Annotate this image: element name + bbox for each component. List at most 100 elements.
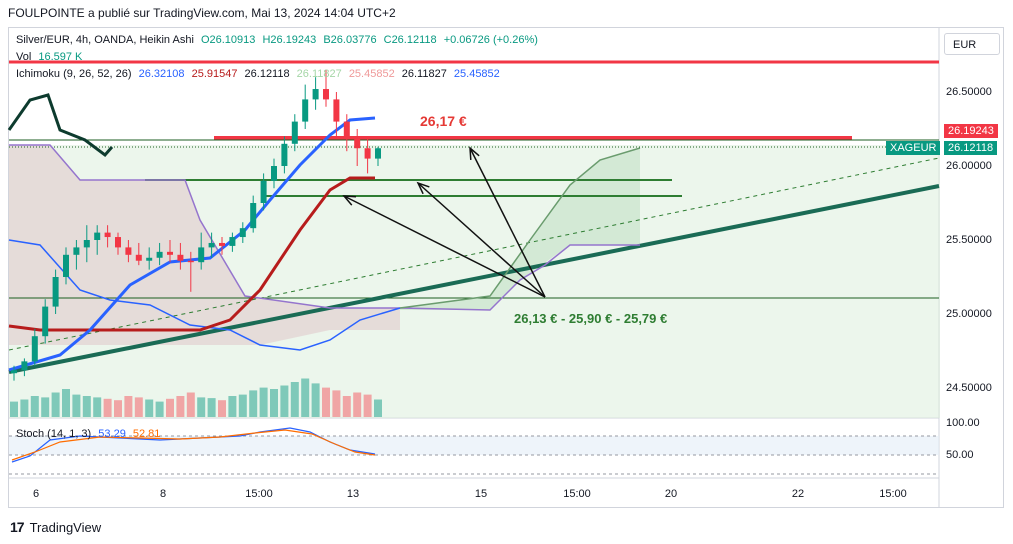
volume-bar [332,390,341,417]
legend-ich-5: 25.45852 [348,68,395,80]
x-tick-6: 15:00 [563,488,591,500]
candle-body [354,139,361,149]
forecast-shade [9,145,940,418]
kijun-sen [8,176,375,332]
candle-body [375,148,381,159]
legend-ichimoku-row: Ichimoku (9, 26, 52, 26) 26.32108 25.915… [16,68,504,80]
y-tick-1: 26.50000 [946,86,992,98]
volume-bar [353,392,362,417]
candle-body [156,251,163,258]
volume-bar [228,396,237,417]
volume-bar [62,389,70,417]
candle-body [83,240,90,248]
legend-high: H26.19243 [262,34,317,46]
dashed-trend-line [8,157,940,351]
candle-body [94,232,101,240]
candle-body [229,237,236,246]
volume-bar [176,396,185,417]
y-tick-4: 25.00000 [946,308,992,320]
x-tick-1: 6 [32,488,40,500]
volume-bar [103,398,112,417]
volume-bar [30,396,39,417]
candle-body [198,247,205,263]
candle-body [11,370,17,374]
legend-symbol-row: Silver/EUR, 4h, OANDA, Heikin Ashi O26.1… [16,34,542,46]
candle-body [146,257,153,261]
stoch-d-line [11,429,376,461]
volume-bar [155,401,164,417]
legend-stoch-row: Stoch (14, 1, 3) 53.29 52.81 [16,428,164,440]
volume-bar [134,397,143,417]
arrow-to-26-17 [469,147,546,298]
y-tick-2: 26.00000 [946,160,992,172]
stoch-band [9,436,939,455]
x-tick-4: 13 [346,488,360,500]
ichimoku-cloud-bull [400,148,640,310]
senkou-span-a [399,147,641,309]
volume-bar [197,397,206,417]
volume-bar [82,396,91,417]
candle-body [239,228,246,238]
candle-body [42,306,49,337]
volume-bar [238,394,247,417]
volume-bar [301,378,310,417]
legend-ich-7: 25.45852 [453,68,500,80]
volume-bar [270,389,278,417]
candle-body [73,247,80,255]
tradingview-footer[interactable]: 17 TradingView [10,519,101,535]
candle-body [219,242,225,246]
volume-bar [280,385,289,417]
candle-body [302,99,309,122]
legend-ich-6: 26.11827 [401,68,447,80]
volume-bar [145,399,154,417]
chart-frame [8,27,1004,508]
candle-body [177,254,184,261]
last-high-price-label: 26.19243 [944,124,998,138]
x-tick-3: 15:00 [245,488,273,500]
x-tick-9: 15:00 [879,488,907,500]
volume-bar [322,387,330,417]
x-tick-2: 8 [159,488,167,500]
candle-body [31,336,38,362]
candle-body [281,143,288,166]
volume-bar [10,401,18,417]
arrow-to-25-90-head [416,181,430,195]
legend-vol-label: Vol [16,51,32,63]
candle-body [187,260,194,263]
tradingview-brand: TradingView [29,519,102,535]
volume-bar [72,394,81,417]
x-tick-5: 15 [474,488,488,500]
candle-body [260,180,267,203]
legend-low: B26.03776 [323,34,377,46]
candle-body [167,251,173,255]
legend-ichimoku-label: Ichimoku (9, 26, 52, 26) [16,68,132,80]
candle-body [115,237,121,248]
volume-bar [93,397,102,417]
candle-body [333,99,340,122]
legend-ich-3: 26.12118 [244,68,290,80]
y-tick-3: 25.50000 [946,234,992,246]
arrow-to-25-79-head [342,195,357,206]
legend-stoch-k: 53.29 [98,428,126,440]
chikou-span [7,93,114,158]
volume-bar [311,383,320,417]
candle-body [343,121,350,140]
legend-ich-1: 26.32108 [138,68,185,80]
senkou-span-b [9,144,640,311]
candle-body [63,254,69,277]
currency-selector[interactable]: EUR [944,33,1000,55]
candle-body [208,242,215,248]
uptrend-line [8,184,940,374]
legend-vol-value: 16.597 K [38,51,83,63]
volume-bar [218,400,226,417]
legend-open: O26.10913 [200,34,256,46]
volume-bar [51,392,60,417]
candle-body [312,89,319,100]
volume-bar [186,392,195,417]
x-tick-8: 22 [791,488,805,500]
legend-ich-2: 25.91547 [191,68,238,80]
legend-stoch-label: Stoch (14, 1, 3) [16,428,92,440]
candle-body [52,277,59,307]
annotation-target-high: 26,17 € [420,113,467,129]
